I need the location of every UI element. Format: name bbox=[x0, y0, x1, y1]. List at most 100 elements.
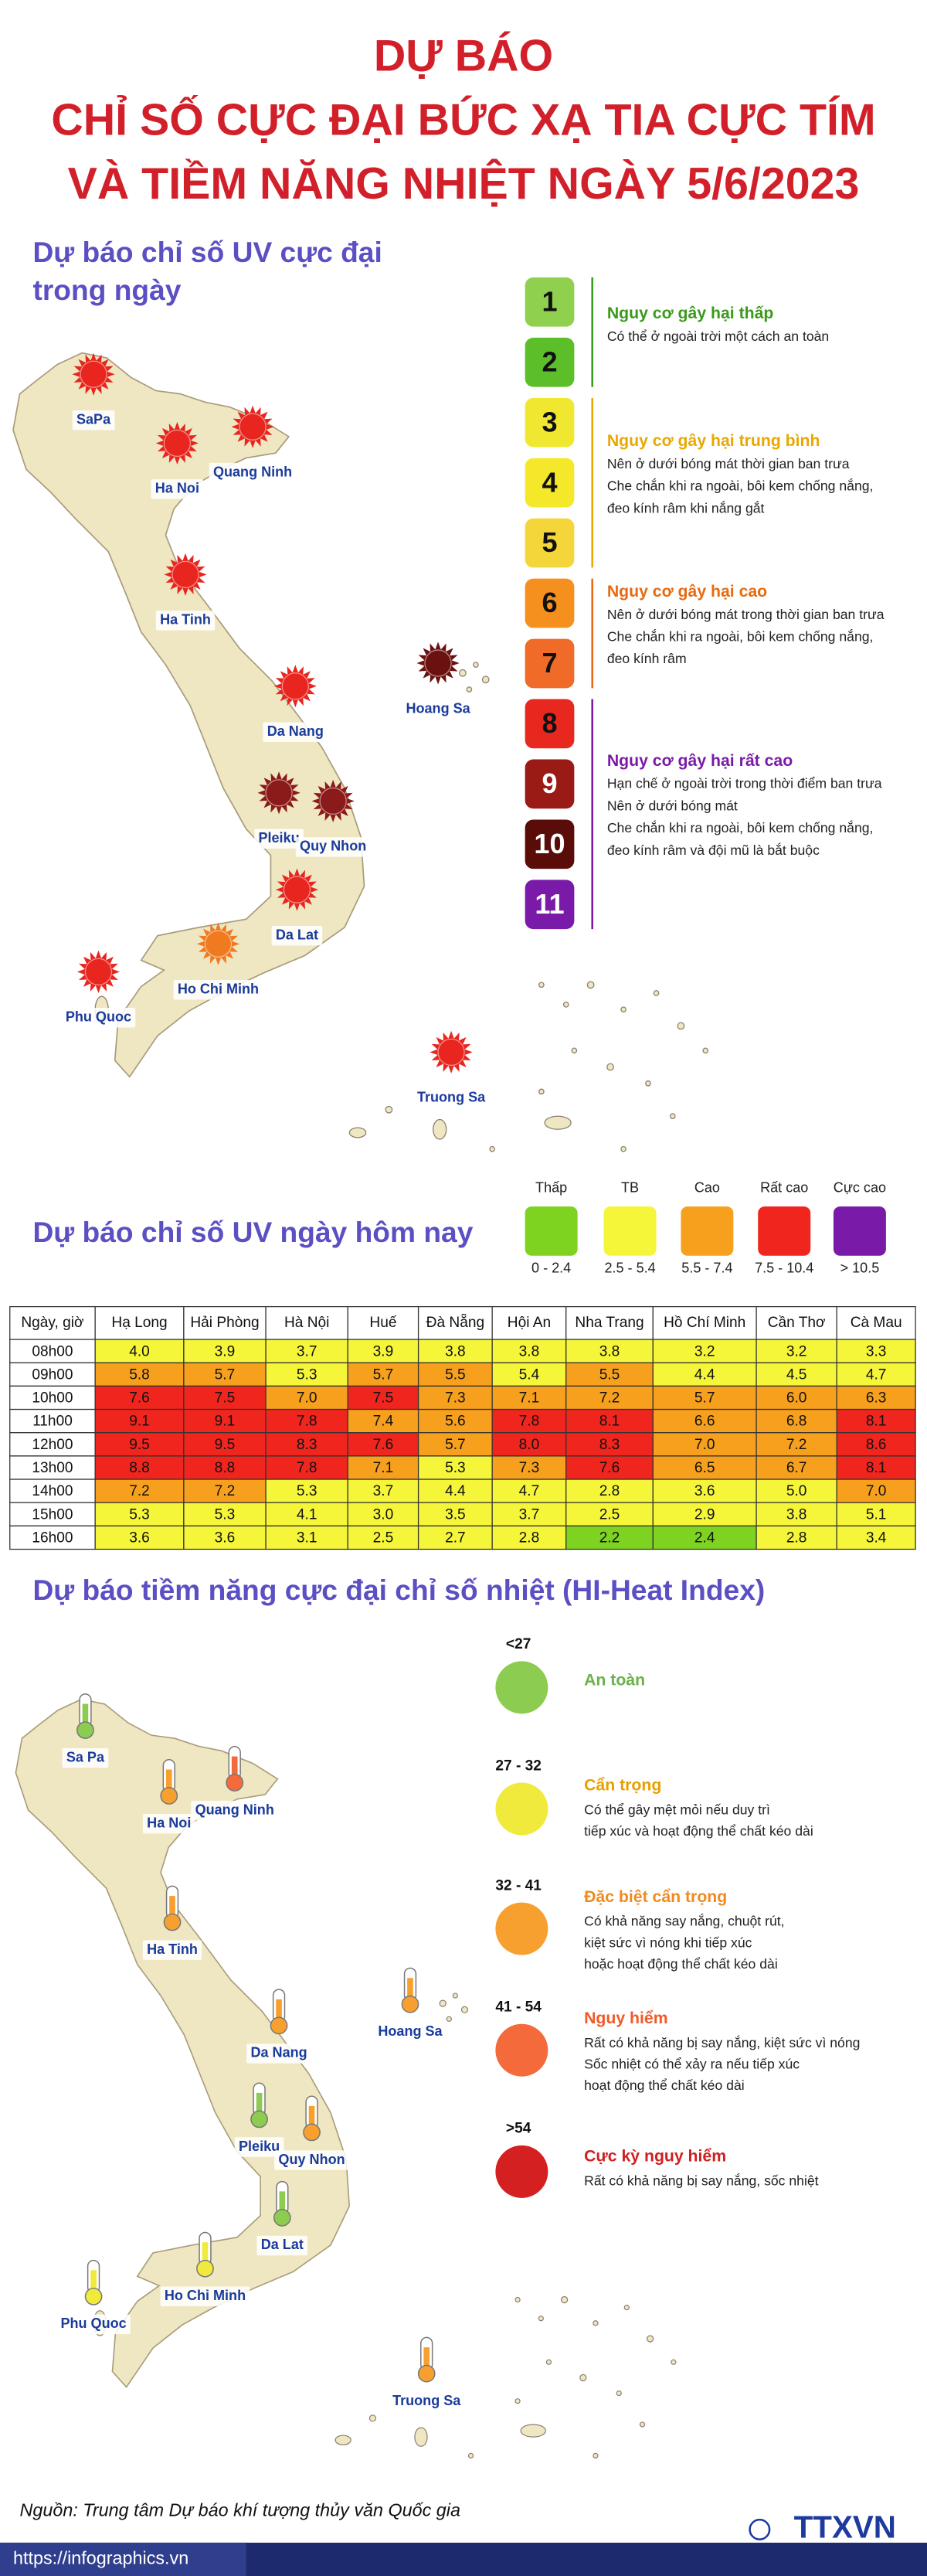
table-cell: 3.2 bbox=[694, 1343, 715, 1359]
table-cell-bg bbox=[565, 1432, 654, 1457]
table-header: Hội An bbox=[508, 1315, 551, 1331]
heat-description: Có khả năng say nắng, chuột rút, bbox=[584, 1913, 784, 1929]
uv-level-box bbox=[525, 277, 575, 327]
table-cell: 8.8 bbox=[215, 1460, 236, 1476]
table-header-cell bbox=[417, 1305, 493, 1340]
table-cell: 7.0 bbox=[297, 1390, 317, 1407]
uv-level-box bbox=[525, 397, 575, 447]
table-cell-bg bbox=[491, 1502, 567, 1526]
uv-level-label: 8 bbox=[542, 707, 557, 739]
table-cell: 3.4 bbox=[866, 1530, 887, 1547]
sun-core bbox=[204, 930, 233, 958]
table-cell: 3.8 bbox=[599, 1343, 620, 1359]
thermometer-bulb bbox=[303, 2123, 321, 2142]
table-cell: 2.2 bbox=[599, 1530, 620, 1547]
label-box bbox=[72, 410, 115, 430]
label-box bbox=[209, 462, 297, 483]
table-cell-bg bbox=[565, 1385, 654, 1411]
group-description: Nên ở dưới bóng mát trong thời gian ban … bbox=[607, 607, 885, 622]
table-header: Ngày, giờ bbox=[21, 1315, 83, 1331]
table-cell-bg bbox=[94, 1455, 185, 1480]
table-cell-bg bbox=[94, 1479, 185, 1503]
uv-level-box bbox=[525, 458, 575, 508]
table-cell-bg bbox=[756, 1479, 837, 1503]
legend-box bbox=[525, 1206, 578, 1256]
title-line: VÀ TIỀM NĂNG NHIỆT NGÀY 5/6/2023 bbox=[68, 158, 860, 209]
heat-level-dot bbox=[495, 2145, 548, 2198]
sun-core bbox=[171, 560, 199, 588]
group-title: Nguy cơ gây hại thấp bbox=[607, 305, 774, 322]
table-cell: 9.1 bbox=[129, 1414, 150, 1430]
uv-level-box bbox=[525, 819, 575, 869]
label-box bbox=[191, 1800, 279, 1821]
table-cell-bg bbox=[183, 1408, 267, 1434]
table-cell: 3.8 bbox=[445, 1343, 466, 1359]
table-cell: 5.5 bbox=[599, 1366, 620, 1383]
uv-level-label: 1 bbox=[542, 285, 557, 317]
thermometer-fill bbox=[276, 1999, 282, 2023]
table-cell: 4.4 bbox=[445, 1483, 466, 1499]
table-header: Cà Mau bbox=[851, 1315, 902, 1331]
table-cell-bg bbox=[9, 1362, 96, 1387]
table-cell: 5.8 bbox=[129, 1366, 150, 1383]
table-cell-bg bbox=[491, 1408, 567, 1434]
table-cell-bg bbox=[347, 1385, 419, 1411]
legend-name: Cao bbox=[694, 1179, 720, 1195]
group-description: Che chắn khi ra ngoài, bôi kem chống nắn… bbox=[607, 478, 874, 494]
table-cell: 7.5 bbox=[215, 1390, 236, 1407]
location-label: Hoang Sa bbox=[378, 2023, 443, 2039]
url-box bbox=[0, 2542, 246, 2576]
label-box bbox=[254, 829, 304, 849]
table-cell: 7.5 bbox=[373, 1390, 394, 1407]
table-header: Hạ Long bbox=[111, 1315, 167, 1331]
uv-level-box bbox=[525, 759, 575, 809]
location-label: Da Nang bbox=[250, 2045, 307, 2060]
table-header-cell bbox=[265, 1305, 348, 1340]
table-cell: 5.4 bbox=[519, 1366, 540, 1383]
heat-level-dot bbox=[495, 1782, 548, 1836]
table-cell-bg bbox=[417, 1408, 493, 1434]
legend-name: TB bbox=[621, 1179, 639, 1195]
uv-level-label: 10 bbox=[534, 828, 565, 859]
table-cell-bg bbox=[347, 1525, 419, 1550]
copyright-icon bbox=[749, 2518, 771, 2540]
source: Nguồn: Trung tâm Dự báo khí tượng thủy v… bbox=[19, 2500, 460, 2520]
uv-level-box bbox=[525, 880, 575, 930]
table-cell: 5.3 bbox=[297, 1483, 317, 1499]
group-title: Nguy cơ gây hại trung bình bbox=[607, 432, 820, 450]
thermometer-bulb bbox=[417, 2364, 436, 2383]
heat-level-dot bbox=[495, 1661, 548, 1714]
table-cell: 6.0 bbox=[786, 1390, 807, 1407]
table-cell: 6.6 bbox=[694, 1414, 715, 1430]
table-cell-bg bbox=[491, 1432, 567, 1457]
table-cell-bg bbox=[836, 1339, 916, 1363]
table-cell-bg bbox=[756, 1339, 837, 1363]
thermometer-fill bbox=[279, 2191, 286, 2215]
table-cell: 2.9 bbox=[694, 1506, 715, 1523]
website[interactable]: https://infographics.vn bbox=[13, 2547, 188, 2567]
table-cell-bg bbox=[756, 1362, 837, 1387]
table-cell: 7.3 bbox=[445, 1390, 466, 1407]
table-cell: 3.7 bbox=[519, 1506, 540, 1523]
uv-level-box bbox=[525, 638, 575, 689]
table-cell: 7.2 bbox=[599, 1390, 620, 1407]
table-row-label: 14h00 bbox=[32, 1483, 73, 1499]
heat-description: hoặc hoạt động thể chất kéo dài bbox=[584, 1956, 778, 1972]
uv-level-label: 5 bbox=[542, 526, 557, 558]
legend-box bbox=[681, 1206, 734, 1256]
heat-description: Có thể gây mệt mỏi nếu duy trì bbox=[584, 1802, 770, 1817]
heat-range: <27 bbox=[506, 1636, 531, 1652]
table-cell-bg bbox=[491, 1339, 567, 1363]
table-header-cell bbox=[94, 1305, 185, 1340]
table-cell-bg bbox=[565, 1455, 654, 1480]
uv-level-box bbox=[525, 337, 575, 387]
table-cell-bg bbox=[94, 1362, 185, 1387]
table-cell: 3.7 bbox=[297, 1343, 317, 1359]
thermometer-fill bbox=[90, 2270, 97, 2294]
table-cell: 7.6 bbox=[599, 1460, 620, 1476]
location-label: Hoang Sa bbox=[406, 700, 470, 716]
table-cell-bg bbox=[265, 1385, 348, 1411]
label-box bbox=[160, 2286, 250, 2307]
sun-core bbox=[80, 360, 107, 388]
table-cell: 3.6 bbox=[694, 1483, 715, 1499]
